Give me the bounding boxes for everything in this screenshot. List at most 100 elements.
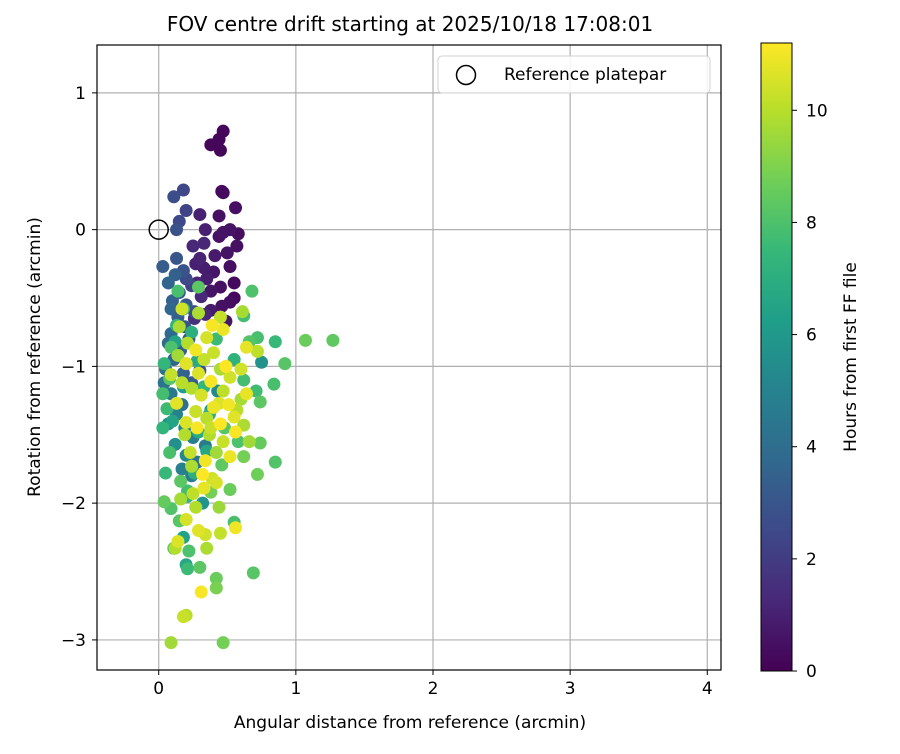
data-point bbox=[172, 320, 186, 334]
x-tick-label: 0 bbox=[153, 679, 164, 699]
colorbar-tick-label: 4 bbox=[806, 438, 817, 458]
y-tick-label: 0 bbox=[75, 221, 86, 241]
data-point bbox=[200, 444, 214, 458]
data-point bbox=[157, 357, 171, 371]
data-point bbox=[174, 474, 188, 488]
data-point bbox=[170, 251, 184, 265]
data-point bbox=[185, 325, 199, 339]
data-point bbox=[255, 355, 269, 369]
data-point bbox=[234, 362, 248, 376]
data-point bbox=[215, 184, 229, 198]
data-point bbox=[237, 450, 251, 464]
data-point bbox=[182, 544, 196, 558]
data-point bbox=[181, 562, 195, 576]
data-point bbox=[205, 318, 219, 332]
data-point bbox=[164, 368, 178, 382]
data-point bbox=[209, 332, 223, 346]
data-point bbox=[200, 331, 214, 345]
data-point bbox=[193, 560, 207, 574]
grid bbox=[97, 45, 721, 670]
data-point bbox=[170, 223, 184, 237]
y-axis-ticks: −3 −2 −1 0 1 bbox=[61, 84, 97, 651]
colorbar-ticks: 0 2 4 6 8 10 bbox=[792, 101, 828, 682]
data-point bbox=[197, 481, 211, 495]
legend-box bbox=[437, 55, 711, 94]
data-point bbox=[193, 208, 207, 222]
data-point bbox=[223, 482, 237, 496]
data-point bbox=[171, 348, 185, 362]
y-axis-label: Rotation from reference (arcmin) bbox=[25, 217, 45, 497]
data-point bbox=[242, 435, 256, 449]
data-point bbox=[191, 306, 205, 320]
y-tick-label: −2 bbox=[61, 494, 86, 514]
y-tick-label: −3 bbox=[61, 631, 86, 651]
y-tick-label: 1 bbox=[75, 84, 86, 104]
data-point bbox=[209, 446, 223, 460]
colorbar-tick-label: 6 bbox=[806, 326, 817, 346]
data-point bbox=[250, 344, 264, 358]
plot-frame bbox=[96, 44, 722, 671]
legend-reference-marker bbox=[455, 64, 477, 86]
data-point bbox=[174, 492, 188, 506]
data-point bbox=[198, 454, 212, 468]
data-point bbox=[176, 183, 190, 197]
data-point bbox=[171, 284, 185, 298]
scatter-points bbox=[156, 124, 340, 650]
data-point bbox=[193, 251, 207, 265]
data-point bbox=[157, 495, 171, 509]
data-point bbox=[209, 581, 223, 595]
colorbar-label: Hours from first FF file bbox=[841, 262, 861, 452]
data-point bbox=[191, 524, 205, 538]
data-point bbox=[227, 410, 241, 424]
x-tick-label: 3 bbox=[565, 679, 576, 699]
data-point bbox=[186, 487, 200, 501]
data-point bbox=[189, 500, 203, 514]
data-point bbox=[179, 415, 193, 429]
data-point bbox=[213, 417, 227, 431]
data-point bbox=[239, 387, 253, 401]
data-point bbox=[223, 223, 237, 237]
data-point bbox=[326, 333, 340, 347]
data-point bbox=[204, 374, 218, 388]
data-point bbox=[239, 340, 253, 354]
data-point bbox=[204, 138, 218, 152]
legend: Reference platepar bbox=[437, 55, 711, 94]
data-point bbox=[213, 526, 227, 540]
x-axis-ticks: 0 1 2 3 4 bbox=[153, 670, 713, 699]
data-point bbox=[190, 421, 204, 435]
data-point bbox=[156, 387, 170, 401]
data-point bbox=[175, 376, 189, 390]
data-point bbox=[237, 373, 251, 387]
data-point bbox=[197, 353, 211, 367]
data-point bbox=[194, 585, 208, 599]
data-point bbox=[253, 395, 267, 409]
reference-platepar-marker bbox=[148, 219, 169, 240]
data-point bbox=[189, 343, 203, 357]
colorbar-tick-label: 10 bbox=[806, 101, 828, 121]
data-point bbox=[212, 209, 226, 223]
data-point bbox=[161, 276, 175, 290]
data-point bbox=[171, 534, 185, 548]
legend-entry-reference: Reference platepar bbox=[504, 65, 666, 85]
data-point bbox=[219, 359, 233, 373]
data-point bbox=[170, 396, 184, 410]
x-tick-label: 1 bbox=[290, 679, 301, 699]
data-point bbox=[229, 425, 243, 439]
data-point bbox=[208, 249, 222, 263]
data-point bbox=[156, 421, 170, 435]
y-tick-label: −1 bbox=[61, 357, 86, 377]
data-point bbox=[220, 246, 234, 260]
data-point bbox=[207, 400, 221, 414]
data-point bbox=[186, 239, 200, 253]
data-point bbox=[197, 236, 211, 250]
data-point bbox=[194, 388, 208, 402]
data-point bbox=[207, 346, 221, 360]
data-point bbox=[253, 436, 267, 450]
data-point bbox=[246, 566, 260, 580]
data-point bbox=[167, 190, 181, 204]
data-point bbox=[223, 260, 237, 274]
x-tick-label: 2 bbox=[428, 679, 439, 699]
data-point bbox=[268, 455, 282, 469]
data-point bbox=[227, 276, 241, 290]
